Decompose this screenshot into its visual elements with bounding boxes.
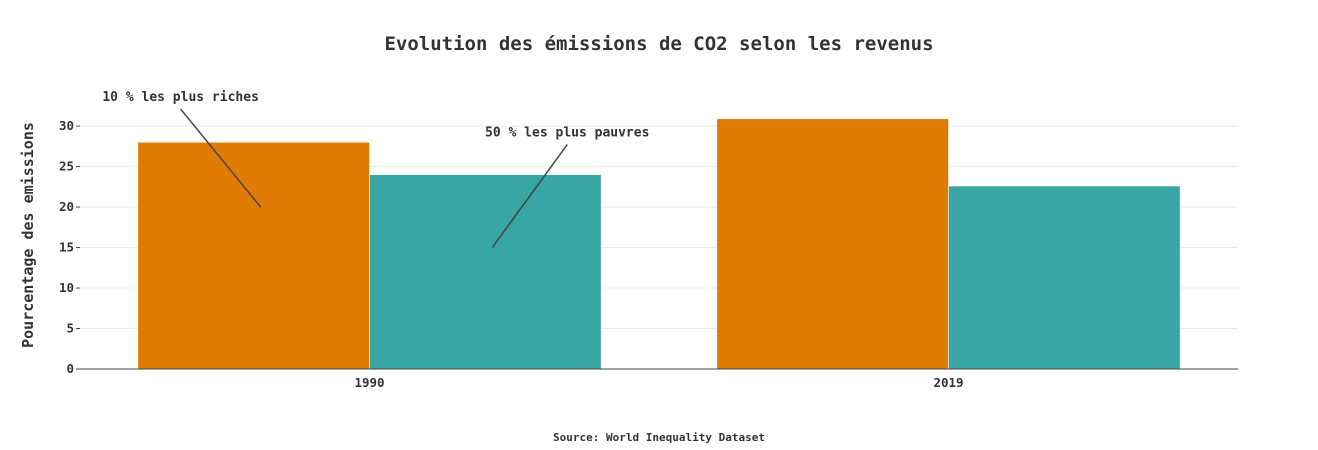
annotation-arrow — [491, 144, 568, 248]
y-tick-label: 25 — [59, 159, 74, 174]
bar-1990-series-0 — [137, 142, 370, 370]
y-tick-label: 15 — [59, 240, 74, 255]
y-tick-label: 0 — [66, 361, 74, 376]
y-axis-label: Pourcentage des emissions — [19, 122, 37, 348]
x-tick-label: 2019 — [933, 375, 963, 390]
source-note: Source: World Inequality Dataset — [553, 431, 765, 444]
annotation-arrow — [180, 108, 262, 208]
y-tick-label: 5 — [66, 321, 74, 336]
bar-1990-series-1 — [369, 174, 602, 370]
annotations: 10 % les plus riches 50 % les plus pauvre… — [102, 90, 649, 248]
bar-2019-series-0 — [716, 118, 949, 370]
y-tick-label: 20 — [59, 199, 74, 214]
y-tick-label: 10 — [59, 280, 74, 295]
annotation-label: 10 % les plus riches — [102, 90, 259, 105]
y-tick-label: 30 — [59, 118, 74, 133]
annotation-label: 50 % les plus pauvres — [485, 126, 649, 141]
axes: 0 5 10 15 20 25 30 1990 2019 — [59, 118, 1238, 390]
chart-title: Evolution des émissions de CO2 selon les… — [384, 33, 933, 55]
x-tick-label: 1990 — [354, 375, 384, 390]
bar-2019-series-1 — [948, 185, 1181, 370]
bars — [137, 118, 1181, 370]
